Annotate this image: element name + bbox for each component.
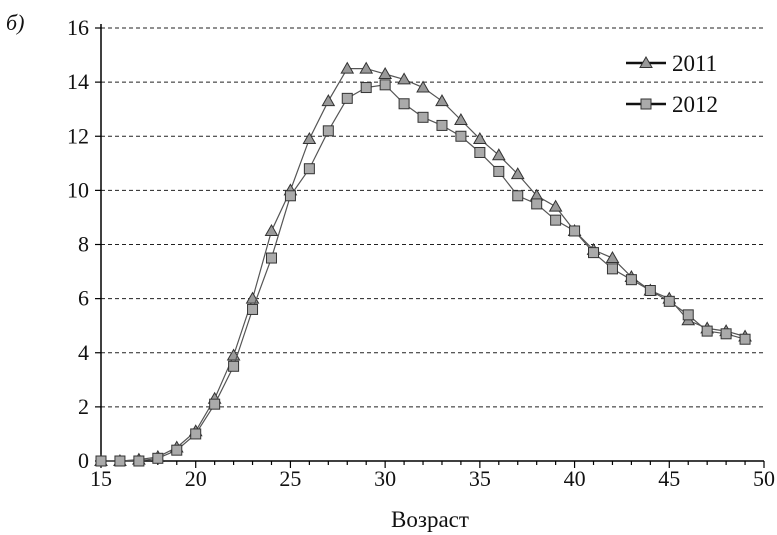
- point-2012-22: [228, 360, 240, 372]
- series-line-2011: [101, 67, 746, 462]
- point-2011-29: [359, 61, 374, 74]
- x-tick-label-20: 20: [185, 466, 207, 491]
- point-2012-37: [512, 190, 524, 202]
- y-tick-label-4: 4: [78, 340, 89, 365]
- panel-label: б): [6, 10, 24, 35]
- x-tick-label-30: 30: [374, 466, 396, 491]
- point-2012-44: [644, 285, 656, 297]
- y-tick-label-2: 2: [78, 394, 89, 419]
- point-2012-28: [341, 92, 353, 104]
- point-2012-27: [322, 125, 334, 137]
- series-line-2012: [101, 84, 746, 462]
- y-tick-label-6: 6: [78, 286, 89, 311]
- point-2011-34: [454, 113, 468, 126]
- point-2012-47: [701, 325, 713, 337]
- point-2011-27: [321, 94, 336, 107]
- point-2012-30: [379, 79, 391, 91]
- point-2011-31: [397, 72, 411, 85]
- series-2012: [95, 79, 751, 467]
- point-2012-32: [417, 111, 429, 123]
- point-2012-15: [95, 455, 107, 467]
- point-2012-48: [720, 328, 732, 340]
- point-2011-39: [548, 199, 563, 212]
- point-2012-34: [455, 130, 467, 142]
- x-tick-label-40: 40: [564, 466, 586, 491]
- y-tick-label-8: 8: [78, 232, 89, 257]
- point-2011-42: [605, 251, 620, 264]
- point-2011-36: [491, 148, 506, 161]
- point-2011-33: [435, 94, 449, 107]
- point-2011-24: [264, 223, 279, 236]
- point-2012-19: [171, 444, 183, 456]
- point-2012-25: [284, 190, 296, 202]
- point-2012-45: [663, 295, 675, 307]
- y-tick-label-12: 12: [67, 123, 89, 148]
- legend-marker-2012: [640, 98, 652, 110]
- legend-label-2012: 2012: [672, 92, 718, 117]
- grid: [101, 27, 764, 408]
- legend-marker-2011: [639, 55, 653, 68]
- point-2012-29: [360, 82, 372, 94]
- tick-labels: 0 2 4 6 8 10 12 14 16 15 20 25 30 35 40 45 50: [67, 15, 775, 491]
- point-2011-28: [340, 61, 355, 74]
- point-2012-39: [550, 214, 562, 226]
- point-2012-40: [569, 225, 581, 237]
- y-tick-label-14: 14: [67, 69, 89, 94]
- point-2012-31: [398, 98, 410, 110]
- point-2012-41: [588, 247, 600, 259]
- x-tick-label-50: 50: [753, 466, 775, 491]
- y-tick-label-10: 10: [67, 177, 89, 202]
- point-2011-30: [378, 66, 393, 80]
- point-2012-35: [474, 146, 486, 158]
- point-2012-21: [209, 398, 221, 410]
- y-tick-label-16: 16: [67, 15, 89, 40]
- point-2012-49: [739, 333, 751, 345]
- point-2012-16: [114, 455, 126, 467]
- legend: 2011 2012: [626, 51, 718, 117]
- x-tick-label-15: 15: [90, 466, 112, 491]
- point-2012-36: [493, 165, 505, 177]
- x-tick-label-45: 45: [658, 466, 680, 491]
- point-2012-33: [436, 119, 448, 131]
- point-2012-18: [152, 452, 164, 464]
- point-2011-35: [472, 131, 487, 144]
- series-2011: [94, 61, 752, 466]
- point-2012-46: [682, 309, 694, 321]
- point-2011-32: [416, 80, 430, 93]
- x-tick-label-35: 35: [469, 466, 491, 491]
- point-2011-26: [302, 131, 317, 144]
- point-2012-43: [625, 274, 637, 286]
- point-2012-24: [265, 252, 277, 264]
- point-2012-23: [247, 303, 259, 315]
- point-2012-20: [190, 428, 202, 440]
- series-layer: [94, 61, 752, 467]
- point-2011-37: [510, 167, 525, 180]
- y-tick-label-0: 0: [78, 448, 89, 473]
- x-tick-label-25: 25: [279, 466, 301, 491]
- x-axis-label: Возраст: [391, 507, 469, 532]
- point-2012-42: [606, 263, 618, 275]
- legend-label-2011: 2011: [672, 51, 717, 76]
- axes: [95, 24, 765, 468]
- point-2012-26: [303, 163, 315, 175]
- point-2012-38: [531, 198, 543, 210]
- point-2012-17: [133, 455, 145, 467]
